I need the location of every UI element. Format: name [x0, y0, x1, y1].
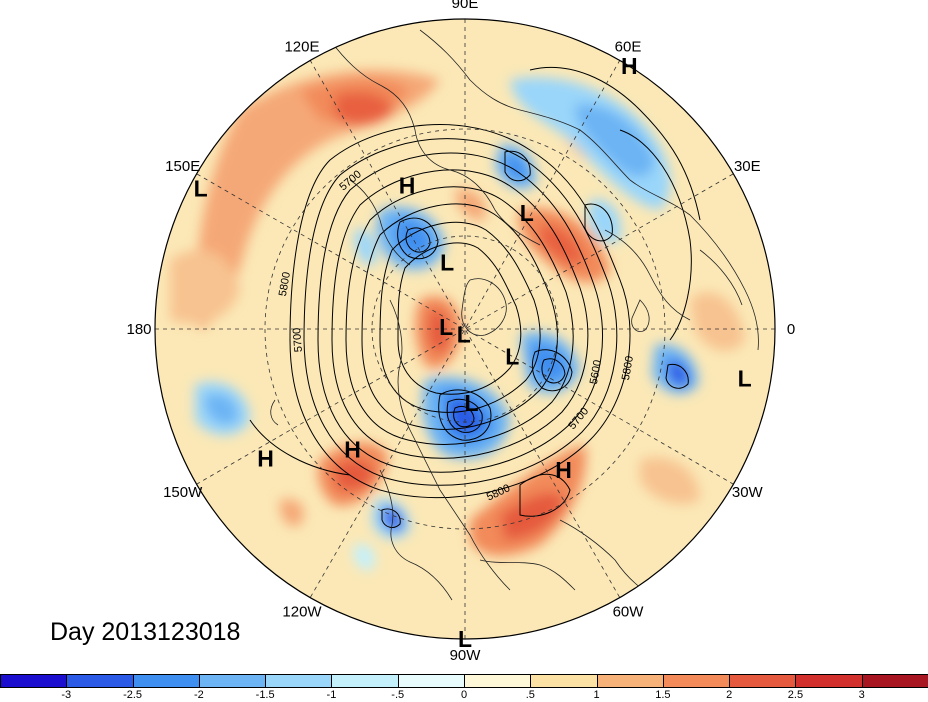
- longitude-label: 30E: [734, 158, 761, 175]
- contour-label: 5800: [620, 355, 636, 381]
- colorbar-tick-label: .5: [525, 689, 535, 701]
- colorbar-swatch: [596, 674, 664, 688]
- low-pressure-label: L: [520, 200, 534, 226]
- low-pressure-label: L: [194, 176, 208, 202]
- high-pressure-label: H: [555, 457, 572, 483]
- low-pressure-label: L: [458, 626, 472, 652]
- geopotential-contours: [249, 66, 701, 528]
- longitude-label: 150W: [163, 484, 203, 501]
- low-pressure-label: L: [738, 365, 752, 391]
- colorbar-swatch: [198, 674, 267, 688]
- colorbar-swatch: [66, 674, 134, 688]
- colorbar-swatch: [0, 674, 68, 688]
- contour-label: 5800: [277, 271, 293, 297]
- longitude-label: 90E: [452, 0, 479, 12]
- contour-label: 5700: [291, 327, 305, 352]
- colorbar-swatch: [795, 674, 863, 688]
- high-pressure-label: H: [621, 53, 638, 79]
- colorbar-swatch: [530, 674, 598, 688]
- high-pressure-label: H: [344, 437, 361, 463]
- colorbar-tick-label: 2: [726, 689, 733, 701]
- colorbar-tick-label: 3: [858, 689, 865, 701]
- day-title: Day 2013123018: [50, 618, 241, 646]
- contour-label: 5600: [588, 359, 604, 385]
- colorbar-swatch: [397, 674, 465, 688]
- map-boundary: [154, 18, 776, 640]
- colorbar-tick-label: -2.5: [123, 689, 143, 701]
- longitude-label: 180: [126, 321, 151, 338]
- colorbar-tick-label: 1.5: [655, 689, 671, 701]
- colorbar-tick-label: 1: [593, 689, 600, 701]
- longitude-labels: 90E 60E 30E 0 30W 60W 90W 120W 150W 180 150E 120E: [126, 0, 795, 664]
- longitude-label: 0: [787, 321, 795, 338]
- colorbar-swatch: [464, 674, 532, 688]
- high-pressure-label: H: [399, 173, 416, 199]
- colorbar-tick-label: 0: [460, 689, 468, 701]
- colorbar-tick-label: -3: [61, 689, 72, 701]
- colorbar-swatch: [861, 674, 928, 688]
- colorbar-tick-label: -1: [326, 689, 337, 701]
- longitude-label: 60W: [613, 603, 645, 620]
- low-pressure-label: L: [440, 250, 454, 276]
- longitude-label: 150E: [165, 158, 200, 175]
- colorbar: -3 -2.5 -2 -1.5 -1 -.5 0 .5 1 1.5 2 2.5 3: [0, 674, 928, 702]
- low-pressure-label: L: [464, 390, 478, 416]
- colorbar-swatch: [265, 674, 333, 688]
- colorbar-swatch: [132, 674, 200, 688]
- low-pressure-label: L: [457, 321, 471, 347]
- longitude-label: 120W: [282, 603, 322, 620]
- low-pressure-label: L: [505, 343, 519, 369]
- high-pressure-label: H: [257, 446, 274, 472]
- coastlines: [270, 29, 759, 601]
- longitude-label: 30W: [732, 484, 764, 501]
- longitude-label: 120E: [284, 39, 319, 56]
- colorbar-tick-label: -.5: [391, 689, 405, 701]
- colorbar-tick-label: -2: [193, 689, 204, 701]
- anomaly-field: [155, 19, 775, 639]
- colorbar-tick-label: 2.5: [787, 689, 804, 701]
- longitude-label: 90W: [450, 647, 482, 664]
- colorbar-swatch: [662, 674, 731, 688]
- colorbar-swatch: [729, 674, 797, 688]
- longitude-label: 60E: [615, 39, 642, 56]
- colorbar-swatch: [331, 674, 399, 688]
- low-pressure-label: L: [439, 314, 453, 340]
- colorbar-tick-label: -1.5: [255, 689, 275, 701]
- graticule: [155, 19, 775, 639]
